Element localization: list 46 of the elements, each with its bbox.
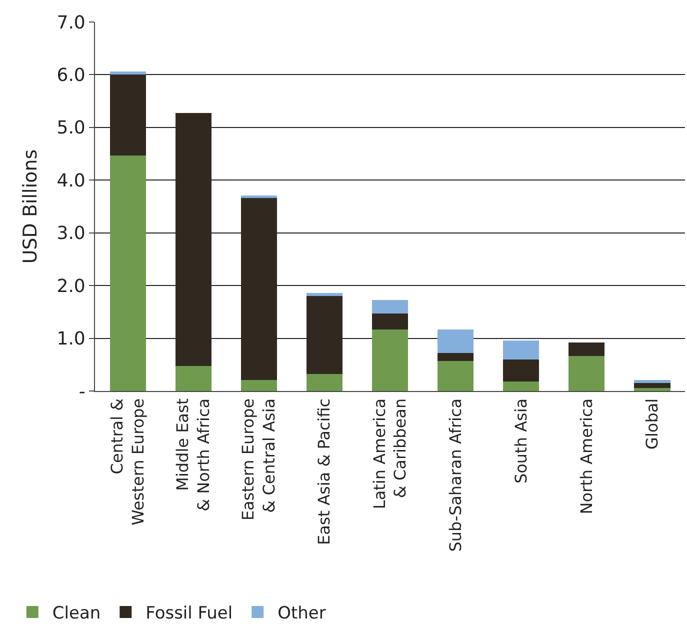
bar xyxy=(372,314,408,330)
x-tick-label: Middle East & North Africa xyxy=(173,398,213,512)
bar xyxy=(372,329,408,391)
bar xyxy=(306,296,342,374)
bar xyxy=(240,380,277,391)
x-tick-label: East Asia & Pacific xyxy=(314,398,334,546)
x-tick-label: Global xyxy=(642,398,662,450)
bar xyxy=(175,113,212,366)
y-tick-label: - xyxy=(78,381,86,402)
bar xyxy=(438,329,474,354)
bar xyxy=(175,366,212,391)
bar xyxy=(110,74,146,156)
bar xyxy=(503,382,540,391)
y-tick-label: 7.0 xyxy=(56,12,86,34)
legend-label: Other xyxy=(278,604,326,624)
bar xyxy=(438,360,474,391)
bar xyxy=(240,198,277,380)
legend-label: Clean xyxy=(52,604,101,624)
bar xyxy=(372,300,408,314)
bar xyxy=(503,359,540,382)
bar xyxy=(634,383,670,388)
bar xyxy=(306,374,342,391)
x-tick-label: Eastern Europe & Central Asia xyxy=(238,398,278,521)
y-tick-label: 4.0 xyxy=(56,170,86,192)
bar xyxy=(110,72,146,75)
x-tick-label: Sub-Saharan Africa xyxy=(446,398,465,552)
bar xyxy=(306,292,342,296)
y-tick-label: 3.0 xyxy=(56,223,86,244)
bar xyxy=(634,380,670,384)
y-axis-title: USD Billions xyxy=(20,149,42,264)
bar xyxy=(240,195,277,198)
x-tick-label: North America xyxy=(576,398,596,514)
bar xyxy=(438,353,474,361)
bar xyxy=(110,155,146,391)
x-tick-label: Latin America & Caribbean xyxy=(370,398,410,510)
y-tick-label: 6.0 xyxy=(56,65,86,86)
bar xyxy=(634,388,670,391)
legend-label: Fossil Fuel xyxy=(146,604,233,624)
y-tick-label: 5.0 xyxy=(56,118,86,139)
y-tick-label: 1.0 xyxy=(56,328,86,350)
x-tick-label: South Asia xyxy=(511,398,530,484)
bar xyxy=(568,342,605,356)
x-tick-label: Central & Western Europe xyxy=(108,398,148,526)
bar xyxy=(568,356,605,391)
bar xyxy=(503,340,540,360)
y-tick-label: 2.0 xyxy=(56,276,86,297)
